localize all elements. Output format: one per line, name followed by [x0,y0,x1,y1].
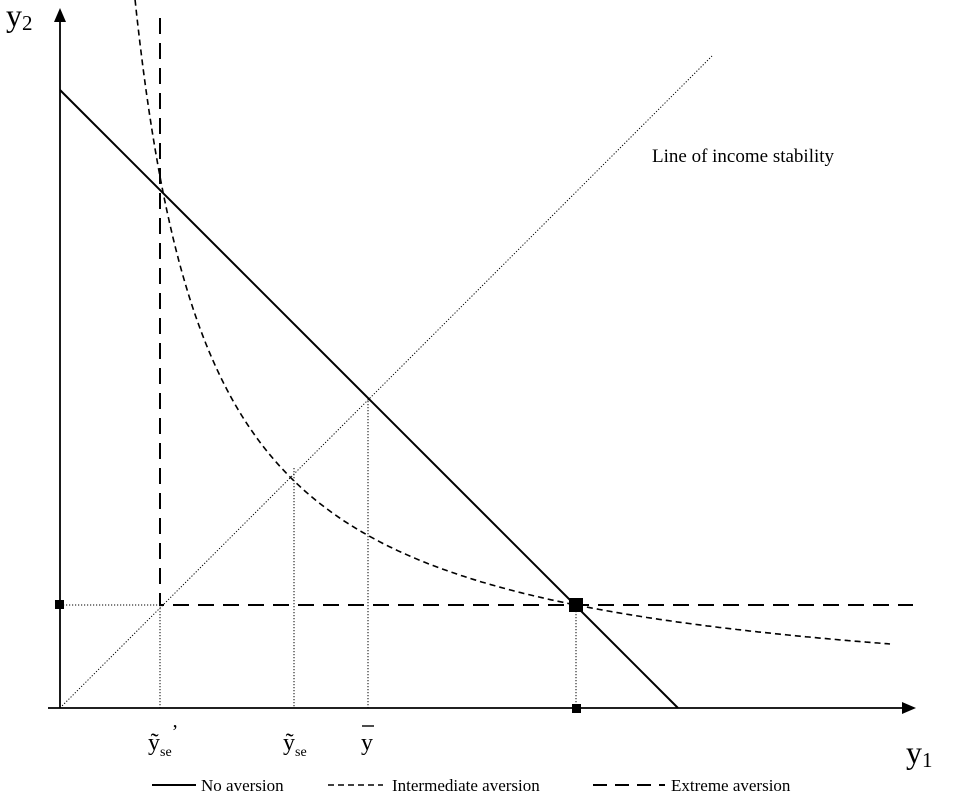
x-axis-arrowhead [902,702,916,714]
x-axis-label-subscript: 1 [922,748,933,772]
tick-label-y-se-prime: ỹse’ [148,721,178,760]
legend-label-intermediate-aversion: Intermediate aversion [392,776,540,795]
income-stability-label: Line of income stability [652,146,835,167]
endowment-x-axis-marker [572,704,581,713]
tick-label-y-se: ỹse [283,730,307,760]
y-axis-arrowhead [54,8,66,22]
income-stability-line [59,55,713,709]
y-axis-label: y2 [6,0,33,35]
x-axis-label: y1 [906,734,933,772]
endowment-point-marker [569,598,583,612]
legend: No aversion Intermediate aversion Extrem… [152,776,791,795]
y-axis-label-subscript: 2 [22,11,33,35]
intermediate-aversion-curve [134,0,891,645]
tick-label-y-bar: y [361,730,373,756]
legend-label-extreme-aversion: Extreme aversion [671,776,791,795]
legend-label-no-aversion: No aversion [201,776,284,795]
endowment-y-axis-marker [55,600,64,609]
extreme-aversion-curve [159,18,913,606]
